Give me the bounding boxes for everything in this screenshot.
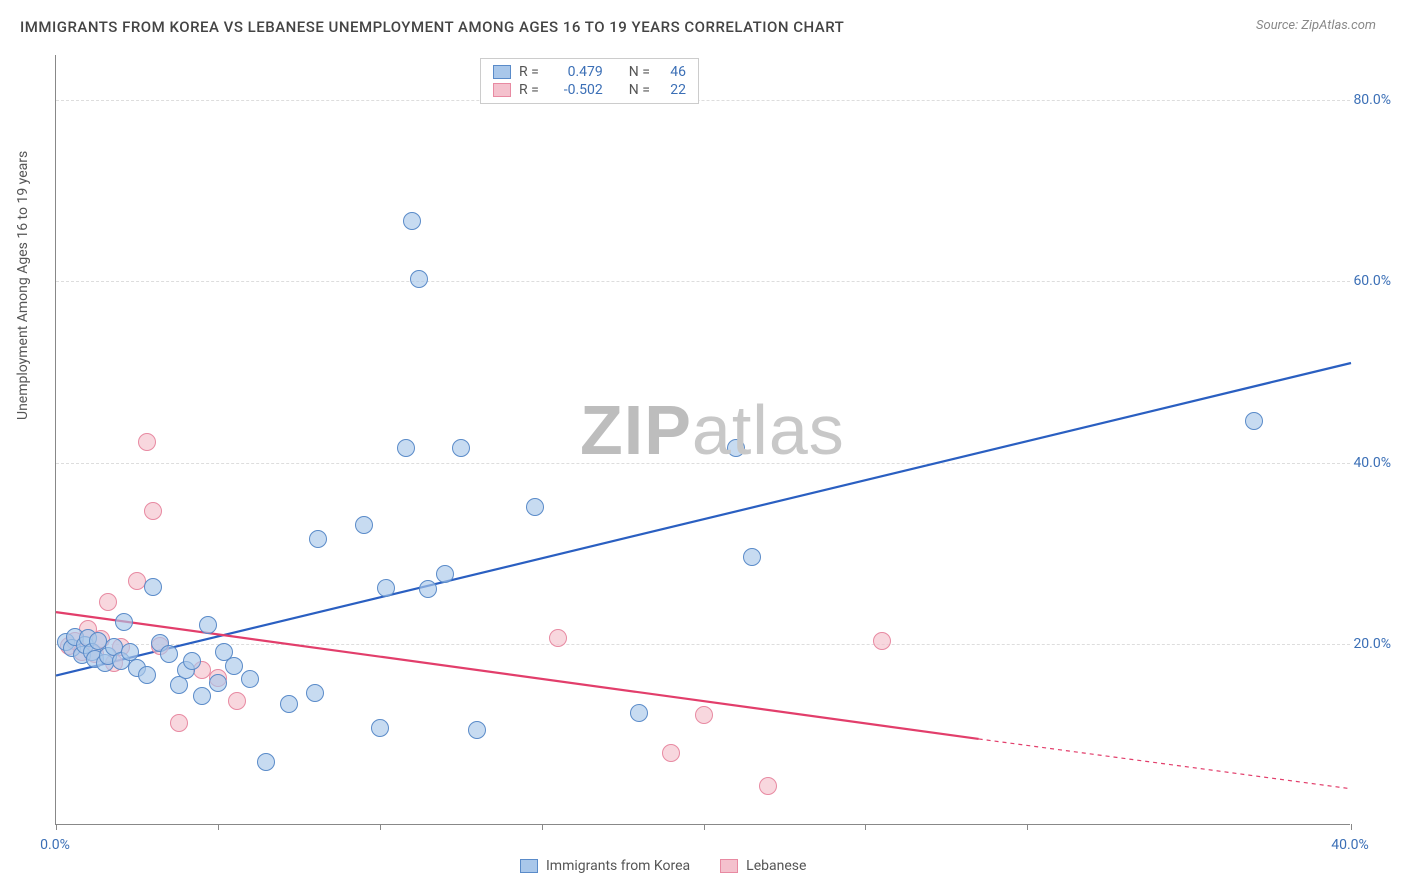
korea-point bbox=[468, 721, 486, 739]
y-tick-label: 60.0% bbox=[1353, 273, 1391, 289]
korea-point bbox=[160, 645, 178, 663]
korea-point bbox=[410, 270, 428, 288]
lebanese-point bbox=[662, 744, 680, 762]
korea-point bbox=[209, 674, 227, 692]
legend-row-lebanese: R = -0.502 N = 22 bbox=[493, 81, 686, 99]
lebanese-point bbox=[138, 433, 156, 451]
x-tick bbox=[56, 824, 57, 830]
korea-series-label: Immigrants from Korea bbox=[546, 858, 690, 874]
y-axis-label: Unemployment Among Ages 16 to 19 years bbox=[15, 151, 31, 420]
legend-row-korea: R = 0.479 N = 46 bbox=[493, 63, 686, 81]
x-tick bbox=[865, 824, 866, 830]
korea-point bbox=[309, 530, 327, 548]
r-label: R = bbox=[519, 64, 539, 80]
korea-point bbox=[377, 579, 395, 597]
x-tick bbox=[1027, 824, 1028, 830]
y-tick-label: 40.0% bbox=[1353, 455, 1391, 471]
korea-point bbox=[199, 616, 217, 634]
lebanese-r-value: -0.502 bbox=[547, 82, 603, 98]
korea-point bbox=[355, 516, 373, 534]
korea-point bbox=[144, 578, 162, 596]
series-legend: Immigrants from Korea Lebanese bbox=[520, 858, 806, 874]
x-tick-label: 40.0% bbox=[1331, 837, 1369, 853]
korea-point bbox=[183, 652, 201, 670]
korea-r-value: 0.479 bbox=[547, 64, 603, 80]
r-label: R = bbox=[519, 82, 539, 98]
korea-point bbox=[241, 670, 259, 688]
lebanese-trend-line-extrapolated bbox=[979, 739, 1351, 789]
korea-point bbox=[115, 613, 133, 631]
korea-point bbox=[121, 643, 139, 661]
korea-point bbox=[452, 439, 470, 457]
lebanese-point bbox=[99, 593, 117, 611]
n-label: N = bbox=[629, 82, 650, 98]
lebanese-n-value: 22 bbox=[658, 82, 686, 98]
korea-point bbox=[193, 687, 211, 705]
korea-point bbox=[371, 719, 389, 737]
korea-point bbox=[397, 439, 415, 457]
n-label: N = bbox=[629, 64, 650, 80]
y-tick-label: 80.0% bbox=[1353, 92, 1391, 108]
legend-item-lebanese: Lebanese bbox=[720, 858, 806, 874]
lebanese-point bbox=[170, 714, 188, 732]
lebanese-swatch bbox=[720, 859, 738, 873]
correlation-legend: R = 0.479 N = 46 R = -0.502 N = 22 bbox=[480, 58, 699, 104]
x-tick bbox=[704, 824, 705, 830]
korea-trend-line bbox=[56, 363, 1351, 676]
korea-point bbox=[306, 684, 324, 702]
x-tick bbox=[542, 824, 543, 830]
korea-point bbox=[138, 666, 156, 684]
korea-n-value: 46 bbox=[658, 64, 686, 80]
korea-point bbox=[630, 704, 648, 722]
korea-point bbox=[526, 498, 544, 516]
korea-point bbox=[403, 212, 421, 230]
lebanese-point bbox=[695, 706, 713, 724]
plot-area bbox=[55, 55, 1350, 825]
korea-point bbox=[1245, 412, 1263, 430]
korea-point bbox=[419, 580, 437, 598]
korea-point bbox=[225, 657, 243, 675]
lebanese-series-label: Lebanese bbox=[746, 858, 806, 874]
korea-swatch bbox=[493, 65, 511, 79]
korea-point bbox=[743, 548, 761, 566]
chart-title: IMMIGRANTS FROM KOREA VS LEBANESE UNEMPL… bbox=[20, 18, 844, 36]
lebanese-point bbox=[873, 632, 891, 650]
korea-point bbox=[280, 695, 298, 713]
korea-swatch bbox=[520, 859, 538, 873]
legend-item-korea: Immigrants from Korea bbox=[520, 858, 690, 874]
korea-point bbox=[727, 439, 745, 457]
lebanese-point bbox=[759, 777, 777, 795]
korea-point bbox=[257, 753, 275, 771]
source-attribution: Source: ZipAtlas.com bbox=[1256, 18, 1376, 33]
lebanese-point bbox=[144, 502, 162, 520]
x-tick bbox=[218, 824, 219, 830]
korea-point bbox=[436, 565, 454, 583]
x-tick-label: 0.0% bbox=[40, 837, 70, 853]
lebanese-point bbox=[228, 692, 246, 710]
y-tick-label: 20.0% bbox=[1353, 636, 1391, 652]
x-tick bbox=[380, 824, 381, 830]
x-tick bbox=[1351, 824, 1352, 830]
lebanese-swatch bbox=[493, 83, 511, 97]
lebanese-point bbox=[549, 629, 567, 647]
